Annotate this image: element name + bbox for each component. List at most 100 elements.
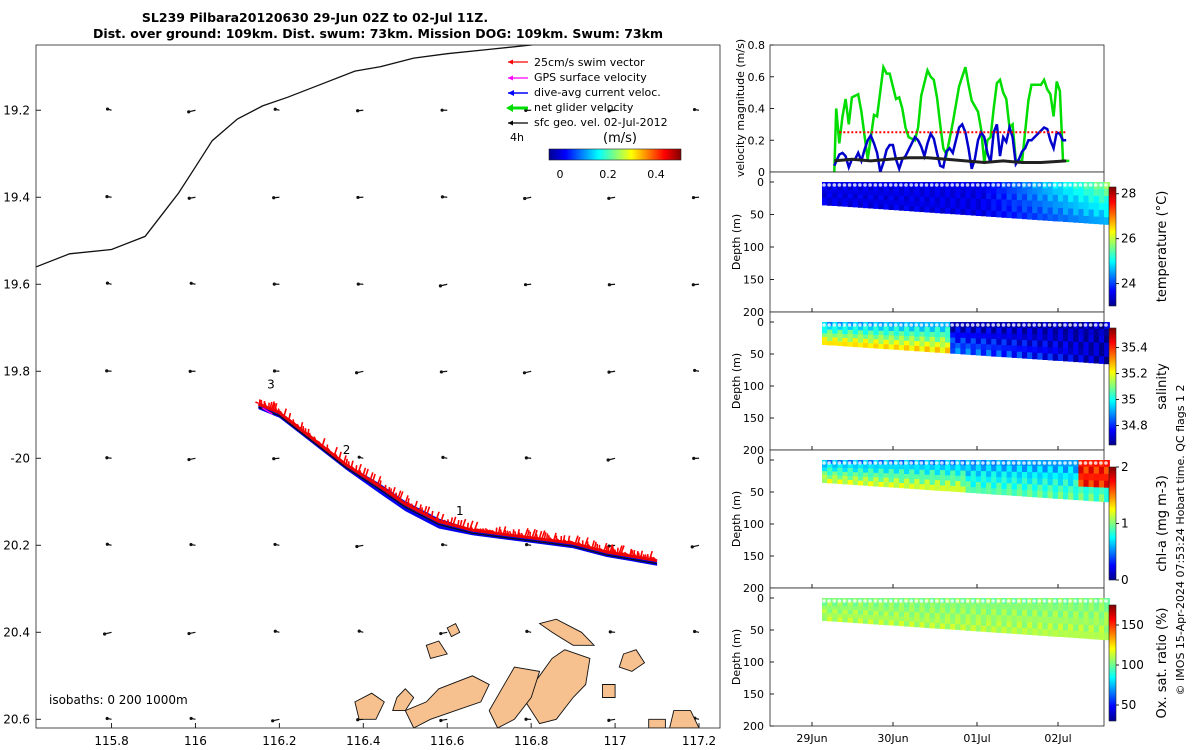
section-cell [827, 463, 833, 469]
section-cell [1098, 473, 1105, 482]
section-cell [1037, 207, 1044, 214]
profile-surface-dot [1078, 461, 1083, 465]
section-cell [883, 615, 890, 621]
profile-surface-dot [1078, 599, 1083, 603]
profile-surface-dot [950, 323, 954, 327]
section-cell [1088, 473, 1095, 481]
section-cell [1098, 611, 1105, 620]
section-cell [842, 333, 849, 339]
section-cell [1032, 622, 1039, 630]
section-cell [827, 189, 833, 195]
legend-label-dive-avg: dive-avg current veloc. [534, 86, 661, 99]
section-cell [1093, 494, 1100, 502]
section-cell [1088, 195, 1095, 204]
section-cell [970, 327, 977, 334]
section-cell [852, 614, 859, 619]
section-cell [965, 614, 972, 621]
section-cell [868, 477, 874, 482]
section-cell [1073, 354, 1080, 363]
section-cell [1001, 626, 1008, 634]
section-cell [1027, 610, 1033, 617]
section-cell [873, 610, 880, 616]
section-cell [1098, 335, 1105, 344]
section-cell [1093, 487, 1100, 495]
profile-surface-dot [929, 599, 934, 603]
section-cell [822, 471, 828, 476]
section-cell [1011, 471, 1018, 479]
section-cell [909, 612, 916, 618]
profile-surface-dot [847, 183, 852, 187]
section-cell [914, 191, 921, 198]
geo-vector-head [272, 457, 276, 461]
section-cell [960, 348, 967, 355]
section-cell [960, 187, 967, 194]
section-cell [1068, 195, 1074, 203]
section-cell [878, 330, 885, 336]
section-cell [837, 463, 844, 469]
section-cell [909, 331, 916, 337]
section-cell [1104, 494, 1110, 503]
profile-surface-dot [832, 599, 837, 603]
section-cell [929, 331, 936, 338]
section-cell [868, 343, 874, 349]
velocity-panel: 00.20.40.60.8 velocity magnitude (m/s) [734, 39, 1105, 179]
section-cell [1068, 479, 1074, 487]
section-cell [986, 344, 992, 351]
profile-surface-dot [1037, 599, 1042, 603]
section-cell [1083, 631, 1090, 639]
section-cell [1073, 348, 1080, 356]
geo-vector-head [441, 543, 445, 547]
profile-surface-dot [909, 183, 913, 187]
profile-surface-dot [1042, 461, 1047, 465]
section-cell [960, 198, 967, 205]
section-cell [827, 475, 833, 480]
section-cell [1027, 628, 1033, 635]
island [669, 710, 700, 728]
section-cell [1027, 194, 1033, 202]
section-cell [1037, 604, 1044, 611]
section-cell [980, 476, 987, 483]
section-cell [827, 201, 833, 206]
section-cell [852, 342, 859, 348]
section-cell [842, 337, 849, 343]
section-cell [909, 326, 916, 332]
geo-vector-head [607, 718, 611, 722]
section-cell [1001, 211, 1008, 218]
section-cell [822, 463, 828, 468]
section-cell [970, 332, 977, 339]
section-cell [965, 209, 972, 216]
section-cell [863, 619, 869, 624]
section-cell [904, 345, 910, 351]
section-y-tick-label: 50 [750, 348, 764, 361]
section-cell [1104, 473, 1110, 482]
geo-vector-head [524, 108, 528, 113]
profile-surface-dot [940, 461, 944, 465]
section-cell [1098, 196, 1105, 204]
swim-vector [362, 467, 367, 476]
section-cell [863, 476, 869, 482]
section-cell [898, 335, 905, 341]
section-cell [955, 343, 962, 349]
profile-surface-dot [976, 323, 980, 327]
section-cell [888, 607, 895, 613]
section-cell [827, 333, 833, 338]
profile-surface-dot [894, 183, 898, 187]
section-cell [909, 469, 916, 475]
section-cell [1093, 473, 1100, 481]
section-cell [893, 482, 900, 488]
section-cell [950, 192, 957, 199]
section-cell [965, 624, 972, 631]
geo-vector-head [441, 455, 445, 460]
section-cell [827, 609, 833, 614]
section-cell [914, 186, 921, 193]
section-cell [1047, 194, 1054, 202]
section-cell [996, 333, 1003, 340]
section-cell [1104, 335, 1110, 344]
section-cell [873, 468, 880, 474]
section-cell [1057, 610, 1064, 618]
section-cell [1037, 490, 1044, 498]
section-cell [1016, 351, 1023, 359]
island [602, 684, 616, 698]
swim-vector [338, 451, 342, 459]
section-cell [893, 344, 900, 350]
